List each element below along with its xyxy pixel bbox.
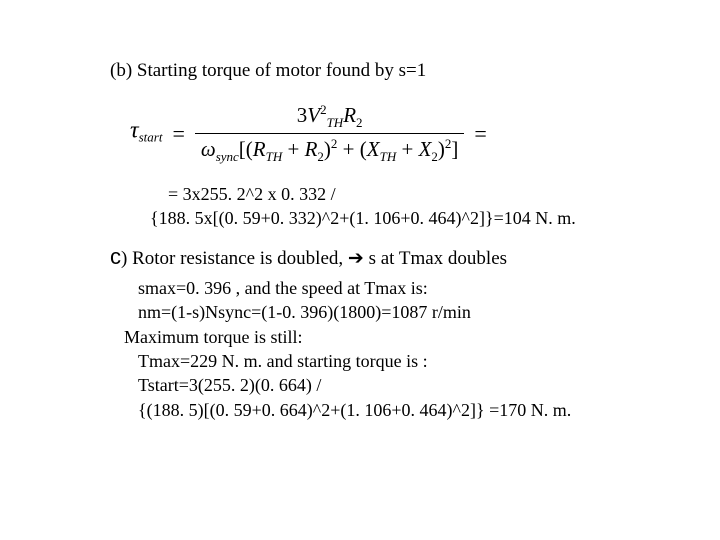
c-line-5: Tstart=3(255. 2)(0. 664) / (138, 373, 670, 397)
numerator: 3V2THR2 (195, 102, 465, 134)
den-close3: ] (451, 137, 458, 161)
den-omega: ω (201, 137, 216, 161)
den-close2: ) (438, 137, 445, 161)
denominator: ωsync[(RTH + R2)2 + (XTH + X2)2] (195, 134, 465, 165)
den-close1: ) (324, 137, 331, 161)
den-X1-sub: TH (380, 149, 397, 164)
tau-subscript: start (139, 130, 163, 145)
equals-2: = (468, 121, 492, 146)
calc-line-1: = 3x255. 2^2 x 0. 332 / (168, 183, 670, 206)
den-R2: R (305, 137, 318, 161)
c-line-2: nm=(1-s)Nsync=(1-0. 396)(1800)=1087 r/mi… (138, 300, 670, 324)
calc-line-2: {188. 5x[(0. 59+0. 332)^2+(1. 106+0. 464… (150, 207, 670, 230)
den-omega-sub: sync (216, 149, 239, 164)
c-line-3: Maximum torque is still: (124, 325, 670, 349)
den-R1-sub: TH (266, 149, 283, 164)
num-R: R (343, 103, 356, 127)
c-line-4: Tmax=229 N. m. and starting torque is : (138, 349, 670, 373)
c-letter: c (110, 244, 121, 269)
c-text-2: s at Tmax doubles (364, 248, 507, 269)
c-line-6: {(188. 5)[(0. 59+0. 664)^2+(1. 106+0. 46… (138, 398, 670, 422)
den-X1: X (367, 137, 380, 161)
den-R1: R (253, 137, 266, 161)
c-text-1: ) Rotor resistance is doubled, (121, 248, 348, 269)
den-plus2: + ( (337, 137, 366, 161)
section-b-heading: (b) Starting torque of motor found by s=… (110, 60, 670, 82)
tau-start-formula: τstart = 3V2THR2 ωsync[(RTH + R2)2 + (XT… (130, 102, 670, 165)
c-line-1: smax=0. 396 , and the speed at Tmax is: (138, 276, 670, 300)
section-c-heading: c) Rotor resistance is doubled, ➔ s at T… (110, 244, 670, 270)
den-plus1: + (282, 137, 304, 161)
equals-1: = (166, 121, 190, 146)
document-body: (b) Starting torque of motor found by s=… (110, 60, 670, 422)
den-open: [( (239, 137, 253, 161)
arrow-icon: ➔ (348, 247, 364, 270)
num-3: 3 (297, 103, 308, 127)
symbol-tau: τ (130, 117, 139, 143)
num-V: V (307, 103, 320, 127)
den-plus3: + (396, 137, 418, 161)
num-V-sub: TH (327, 115, 344, 130)
den-X2: X (419, 137, 432, 161)
num-R-sub: 2 (356, 115, 363, 130)
fraction: 3V2THR2 ωsync[(RTH + R2)2 + (XTH + X2)2] (195, 102, 465, 165)
